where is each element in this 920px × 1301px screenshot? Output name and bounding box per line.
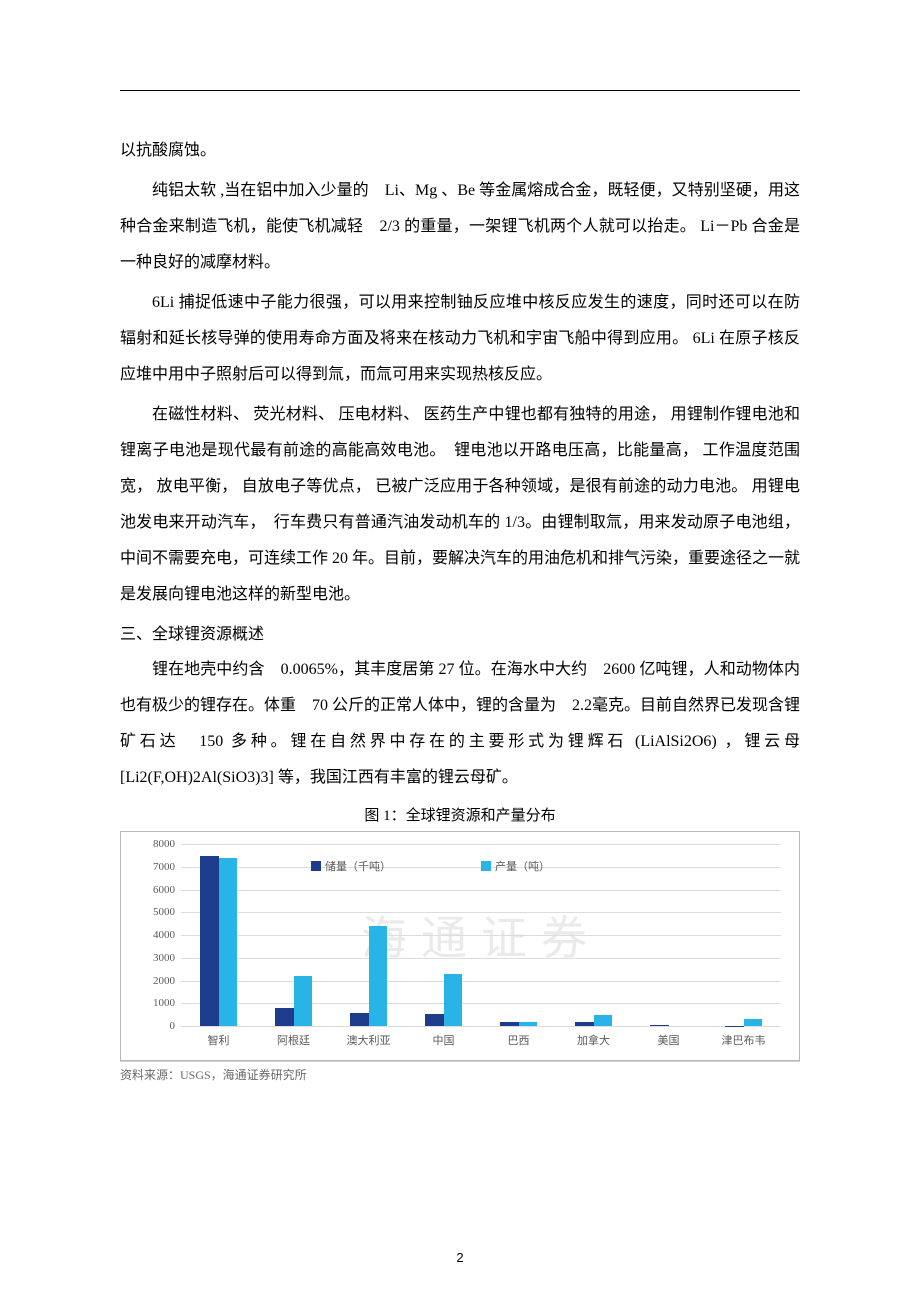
chart-y-tick-label: 1000	[153, 997, 181, 1009]
section-heading-3: 三、全球锂资源概述	[120, 617, 800, 652]
chart-x-tick-label: 智利	[208, 1026, 230, 1048]
paragraph-3: 6Li 捕捉低速中子能力很强，可以用来控制铀反应堆中核反应发生的速度，同时还可以…	[120, 285, 800, 393]
chart-legend-swatch	[481, 861, 491, 871]
chart-y-tick-label: 4000	[153, 929, 181, 941]
chart-gridline	[181, 958, 781, 959]
chart-x-tick-label: 中国	[433, 1026, 455, 1048]
paragraph-5: 锂在地壳中约含 0.0065%，其丰度居第 27 位。在海水中大约 2600 亿…	[120, 652, 800, 796]
chart-plot-area: 海通证券 010002000300040005000600070008000智利…	[181, 844, 781, 1026]
chart-y-tick-label: 5000	[153, 906, 181, 918]
chart-gridline	[181, 981, 781, 982]
chart-bar	[294, 976, 313, 1026]
figure-1-caption: 图 1：全球锂资源和产量分布	[120, 804, 800, 825]
chart-x-tick-label: 津巴布韦	[722, 1026, 766, 1048]
chart-bar	[200, 856, 219, 1027]
chart-gridline	[181, 1026, 781, 1027]
chart-gridline	[181, 1003, 781, 1004]
chart-y-tick-label: 3000	[153, 952, 181, 964]
chart-y-tick-label: 7000	[153, 861, 181, 873]
chart-y-tick-label: 0	[170, 1020, 182, 1032]
chart-gridline	[181, 890, 781, 891]
paragraph-2: 纯铝太软 ,当在铝中加入少量的 Li、Mg 、Be 等金属熔成合金，既轻便，又特…	[120, 173, 800, 281]
chart-bar	[444, 974, 463, 1026]
chart-legend-label: 储量（千吨）	[325, 858, 391, 874]
chart-bar	[275, 1008, 294, 1026]
top-horizontal-rule	[120, 90, 800, 91]
chart-x-tick-label: 阿根廷	[277, 1026, 310, 1048]
chart-y-tick-label: 6000	[153, 884, 181, 896]
chart-bar	[369, 926, 388, 1026]
page-number: 2	[0, 1250, 920, 1265]
chart-y-tick-label: 8000	[153, 838, 181, 850]
chart-bar	[594, 1015, 613, 1026]
chart-legend-label: 产量（吨）	[495, 858, 550, 874]
figure-1-chart: 海通证券 010002000300040005000600070008000智利…	[120, 831, 800, 1061]
chart-legend-item: 产量（吨）	[481, 858, 550, 874]
chart-legend-swatch	[311, 861, 321, 871]
chart-x-tick-label: 巴西	[508, 1026, 530, 1048]
chart-gridline	[181, 912, 781, 913]
paragraph-4: 在磁性材料、 荧光材料、 压电材料、 医药生产中锂也都有独特的用途， 用锂制作锂…	[120, 397, 800, 613]
chart-bar	[744, 1019, 763, 1026]
chart-x-tick-label: 美国	[658, 1026, 680, 1048]
paragraph-1: 以抗酸腐蚀。	[120, 133, 800, 169]
chart-legend-item: 储量（千吨）	[311, 858, 391, 874]
chart-gridline	[181, 935, 781, 936]
chart-x-tick-label: 澳大利亚	[347, 1026, 391, 1048]
chart-x-tick-label: 加拿大	[577, 1026, 610, 1048]
chart-bar	[425, 1014, 444, 1026]
chart-gridline	[181, 844, 781, 845]
figure-1-source: 资料来源：USGS，海通证券研究所	[120, 1061, 800, 1083]
chart-y-tick-label: 2000	[153, 975, 181, 987]
chart-bar	[219, 858, 238, 1026]
chart-bar	[350, 1013, 369, 1026]
